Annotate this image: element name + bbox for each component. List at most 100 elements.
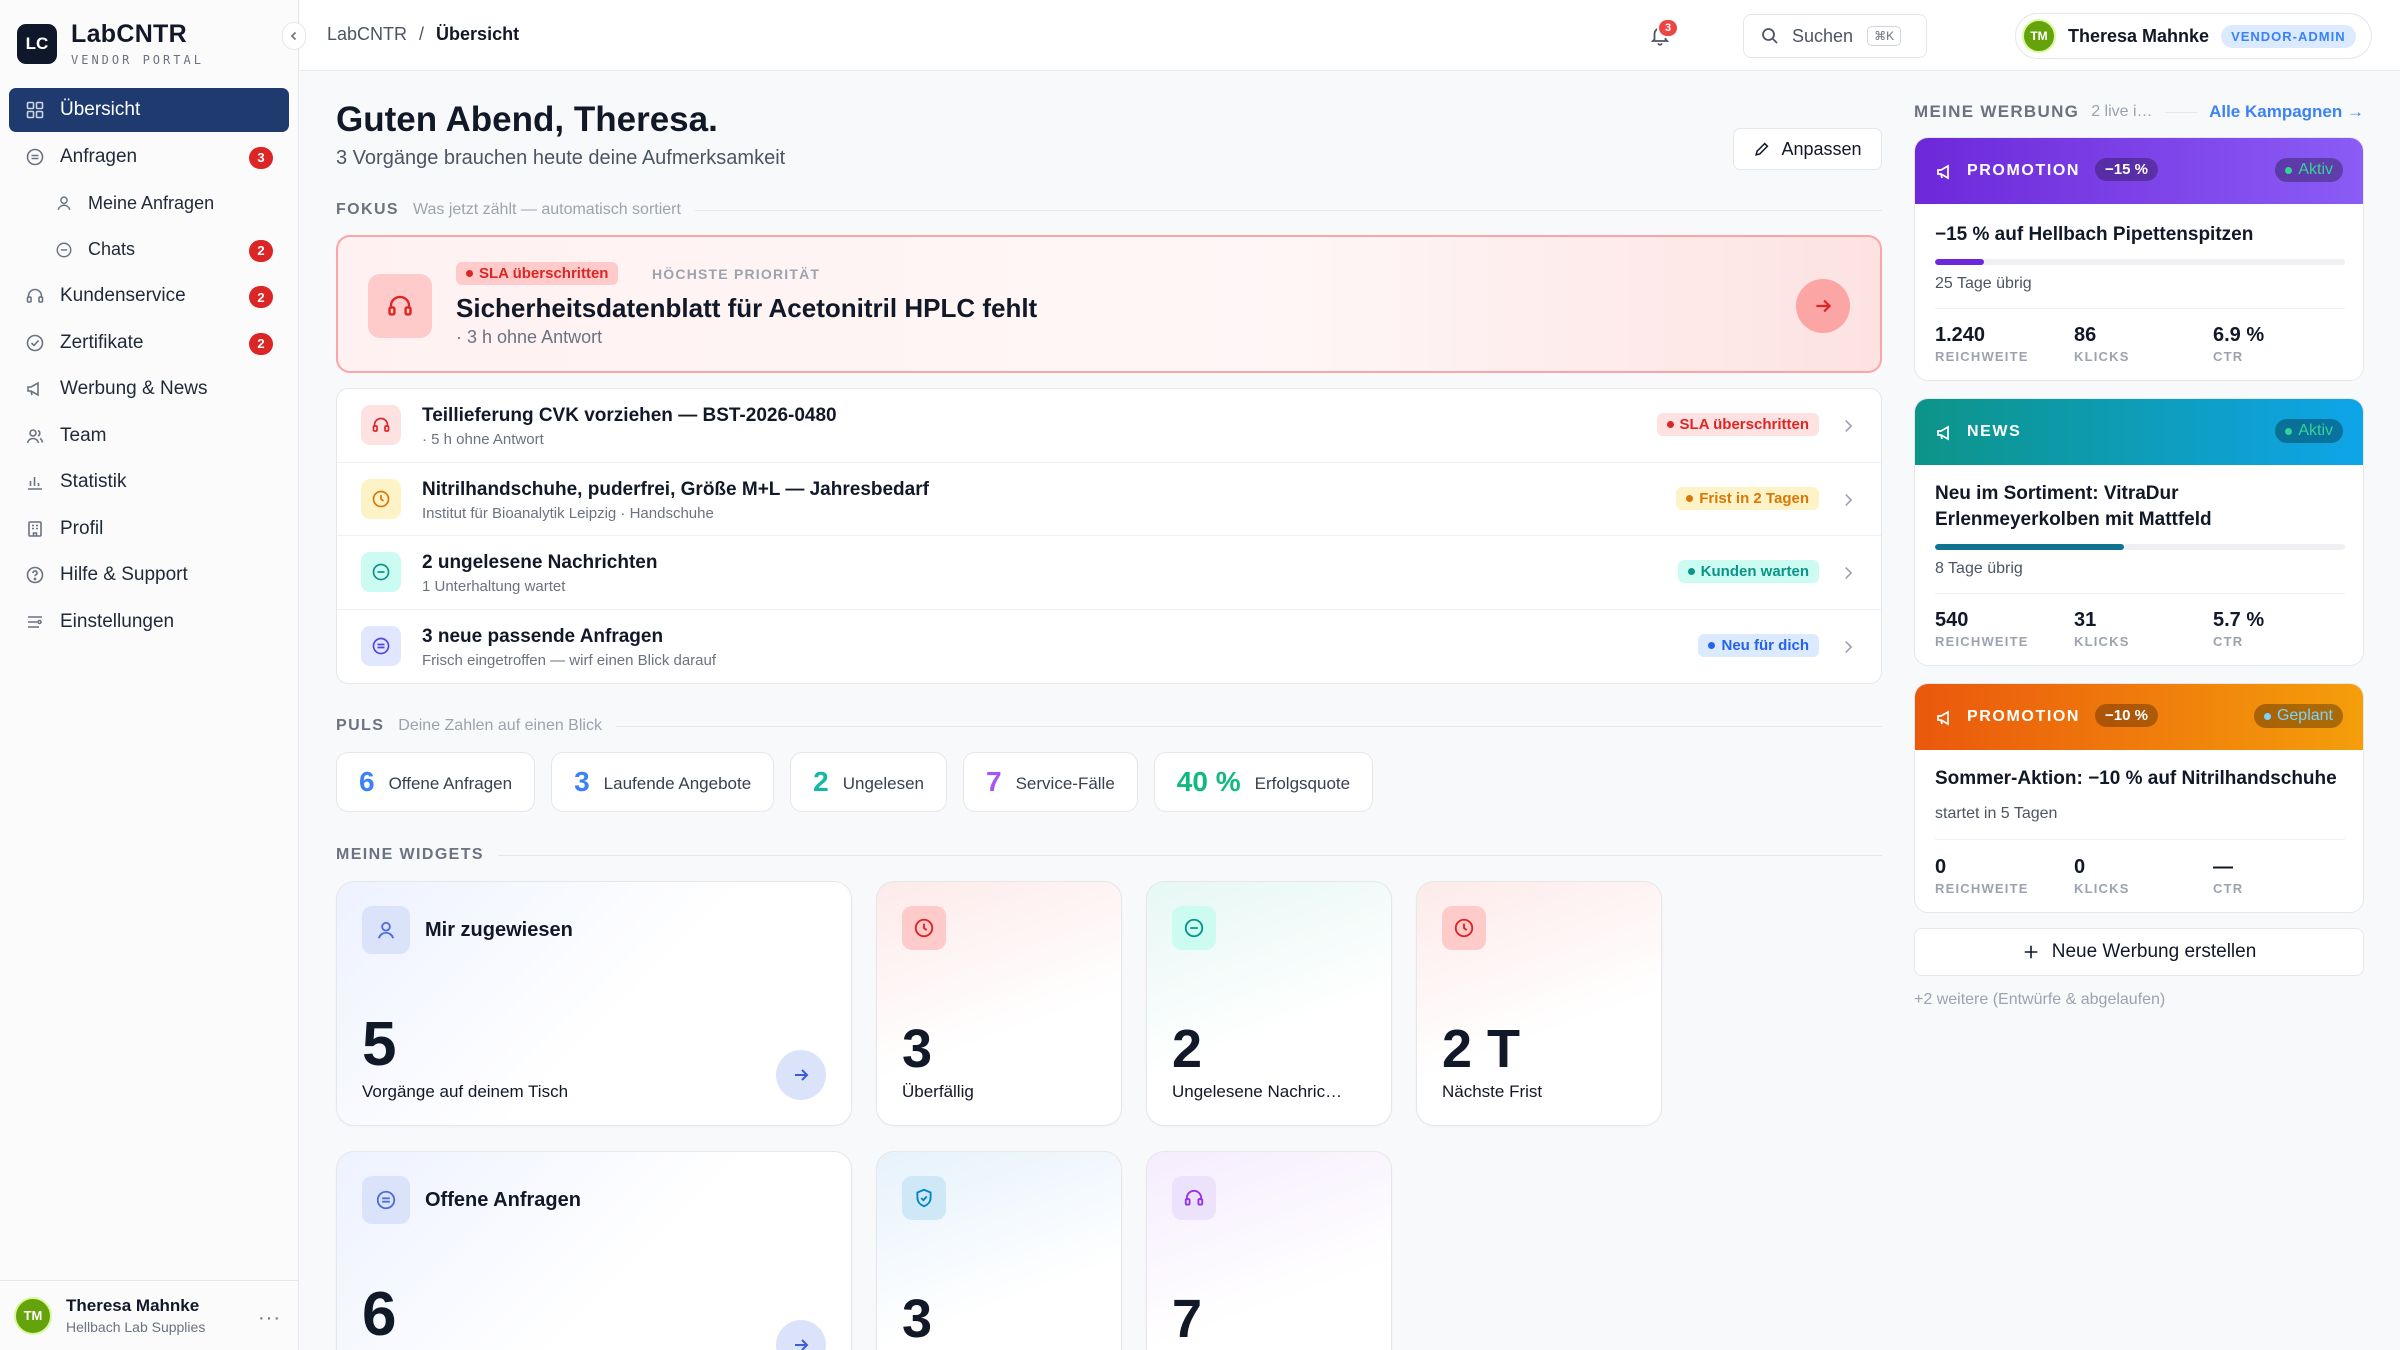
focus-card[interactable]: SLA überschritten HÖCHSTE PRIORITÄT Sich… (336, 235, 1882, 373)
sidebar-item-chats[interactable]: Chats 2 (9, 228, 289, 272)
ad-progress-fill (1935, 544, 2124, 550)
stat-ctr: 6.9 % CTR (2213, 324, 2264, 364)
inbox-icon (25, 147, 45, 167)
widget-icon-tile (1172, 1176, 1216, 1220)
brand[interactable]: LC LabCNTR VENDOR PORTAL (17, 21, 204, 67)
sidebar-item-label: Kundenservice (60, 285, 186, 306)
ad-card[interactable]: PROMOTION −15 % Aktiv −15 % auf Hellbach… (1914, 137, 2364, 381)
sidebar-item-label: Meine Anfragen (88, 192, 215, 213)
sidebar-item-label: Team (60, 424, 107, 446)
widget-open-button[interactable] (776, 1050, 826, 1100)
stat-chip-laufende-angebote[interactable]: 3 Laufende Angebote (551, 752, 775, 812)
list-item[interactable]: 2 ungelesene Nachrichten 1 Unterhaltung … (337, 536, 1881, 610)
status-badge: Aktiv (2275, 419, 2343, 443)
list-item[interactable]: Teillieferung CVK vorziehen — BST-2026-0… (337, 389, 1881, 463)
adjust-label: Anpassen (1781, 138, 1862, 159)
section-title: PULS (336, 717, 385, 734)
sidebar-item-label: Übersicht (60, 99, 141, 120)
sidebar-item-einstellungen[interactable]: Einstellungen (9, 600, 289, 644)
ad-card[interactable]: PROMOTION −10 % Geplant Sommer-Aktion: −… (1914, 683, 2364, 913)
widget-mir-zugewiesen[interactable]: Mir zugewiesen 5 Vorgänge auf deinem Tis… (336, 881, 852, 1126)
breadcrumb-root[interactable]: LabCNTR (327, 24, 408, 44)
stat-value: 0 (1935, 856, 1947, 878)
ad-card[interactable]: NEWS Aktiv Neu im Sortiment: VitraDur Er… (1914, 398, 2364, 666)
widget-ungelesene-nachrichten[interactable]: 2 Ungelesene Nachric… (1146, 881, 1392, 1126)
collapse-sidebar-button[interactable] (282, 22, 306, 50)
new-ad-button[interactable]: Neue Werbung erstellen (1914, 928, 2364, 976)
sidebar-item-team[interactable]: Team (9, 414, 289, 458)
new-ad-label: Neue Werbung erstellen (2051, 941, 2257, 962)
sidebar-item-hilfe-support[interactable]: Hilfe & Support (9, 553, 289, 597)
section-note: Deine Zahlen auf einen Blick (398, 717, 602, 734)
stat-label: CTR (2213, 349, 2244, 364)
user-name: Theresa Mahnke (66, 1296, 200, 1315)
task-subtitle: · 5 h ohne Antwort (422, 431, 544, 448)
sidebar-item-uebersicht[interactable]: Übersicht (9, 88, 289, 132)
stat-reach: 1.240 REICHWEITE (1935, 324, 2029, 364)
widget-service-faelle[interactable]: 7 (1146, 1151, 1392, 1350)
list-item[interactable]: 3 neue passende Anfragen Frisch eingetro… (337, 610, 1881, 684)
widget-naechste-frist[interactable]: 2 T Nächste Frist (1416, 881, 1662, 1126)
widget-ueberfaellig[interactable]: 3 Überfällig (876, 881, 1122, 1126)
stat-chip-offene-anfragen[interactable]: 6 Offene Anfragen (336, 752, 536, 812)
sidebar-item-anfragen[interactable]: Anfragen 3 (9, 135, 289, 179)
open-focus-button[interactable] (1796, 279, 1850, 333)
sidebar-item-werbung-news[interactable]: Werbung & News (9, 367, 289, 411)
divider (1935, 839, 2345, 840)
list-item[interactable]: Nitrilhandschuhe, puderfrei, Größe M+L —… (337, 463, 1881, 536)
status-label: SLA überschritten (1679, 416, 1809, 433)
widget-zertifikate[interactable]: 3 (876, 1151, 1122, 1350)
discount-badge: −15 % (2095, 158, 2158, 181)
search-button[interactable]: Suchen ⌘K (1743, 14, 1927, 58)
all-campaigns-link[interactable]: Alle Kampagnen → (2209, 102, 2364, 121)
sidebar-item-label: Anfragen (60, 145, 138, 167)
stat-label: REICHWEITE (1935, 634, 2029, 649)
status-dot (466, 270, 473, 277)
chevron-right-icon (1839, 564, 1857, 582)
more-icon[interactable]: ··· (258, 1307, 281, 1329)
stat-value: 540 (1935, 609, 1969, 631)
widget-open-button[interactable] (776, 1320, 826, 1350)
search-icon (1760, 26, 1780, 46)
building-icon (25, 519, 45, 539)
section-title: FOKUS (336, 201, 399, 218)
focus-title: Sicherheitsdatenblatt für Acetonitril HP… (456, 293, 1038, 323)
sidebar-item-label: Profil (60, 517, 104, 539)
stat-label: Offene Anfragen (388, 774, 513, 793)
widget-label: Ungelesene Nachric… (1172, 1082, 1343, 1101)
sidebar-item-zertifikate[interactable]: Zertifikate 2 (9, 321, 289, 365)
sidebar-item-kundenservice[interactable]: Kundenservice 2 (9, 274, 289, 318)
widget-offene-anfragen[interactable]: Offene Anfragen 6 (336, 1151, 852, 1350)
stat-value: 6 (359, 766, 375, 797)
stat-label: REICHWEITE (1935, 881, 2029, 896)
live-note: 2 live i… (2091, 103, 2153, 120)
stat-label: KLICKS (2074, 634, 2130, 649)
sidebar-item-label: Werbung & News (60, 378, 208, 399)
user-name: Theresa Mahnke (2068, 25, 2210, 46)
user-menu[interactable]: TM Theresa Mahnke VENDOR-ADMIN (2015, 13, 2372, 59)
stat-chip-erfolgsquote[interactable]: 40 % Erfolgsquote (1153, 752, 1374, 812)
sidebar-item-meine-anfragen[interactable]: Meine Anfragen (9, 181, 289, 225)
sidebar: LC LabCNTR VENDOR PORTAL Übersicht Anfra… (0, 0, 299, 1350)
help-icon (25, 565, 45, 585)
divider (1935, 593, 2345, 594)
stat-chip-service-faelle[interactable]: 7 Service-Fälle (963, 752, 1138, 812)
widget-value: 3 (902, 1289, 933, 1349)
task-title: 2 ungelesene Nachrichten (422, 552, 658, 573)
sidebar-item-label: Zertifikate (60, 331, 144, 353)
stat-ctr: 5.7 % CTR (2213, 609, 2264, 649)
status-label: Geplant (2276, 707, 2333, 724)
sidebar-item-statistik[interactable]: Statistik (9, 460, 289, 504)
widget-icon-tile (362, 906, 410, 954)
sidebar-item-profil[interactable]: Profil (9, 507, 289, 551)
sidebar-user[interactable]: TM Theresa Mahnke Hellbach Lab Supplies … (0, 1280, 299, 1350)
ad-type: NEWS (1967, 423, 2022, 440)
adjust-button[interactable]: Anpassen (1733, 128, 1882, 170)
task-subtitle: Frisch eingetroffen — wirf einen Blick d… (422, 651, 717, 669)
stat-chip-ungelesen[interactable]: 2 Ungelesen (790, 752, 948, 812)
divider (2164, 111, 2198, 113)
task-icon-tile (361, 405, 401, 445)
widget-icon-tile (902, 1176, 946, 1220)
avatar: TM (14, 1296, 52, 1335)
stat-value: 7 (986, 766, 1002, 797)
